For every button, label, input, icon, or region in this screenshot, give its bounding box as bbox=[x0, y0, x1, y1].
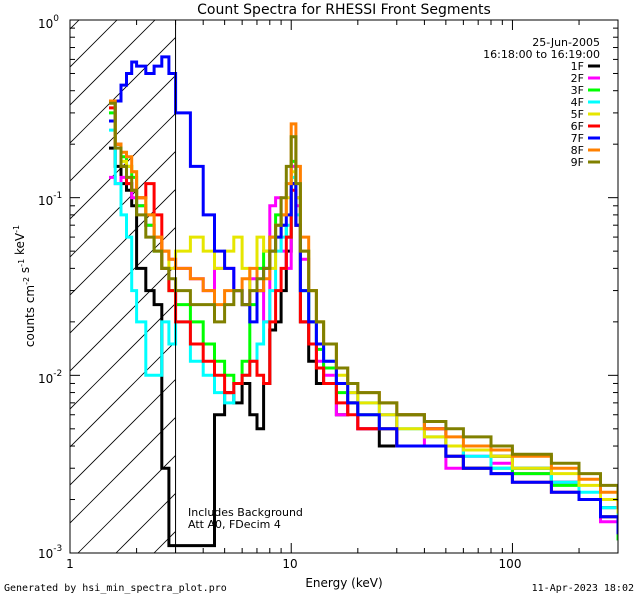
annotation-attenuator: Att A0, FDecim 4 bbox=[188, 518, 281, 531]
y-tick-label-0.01: 10-2 bbox=[38, 369, 62, 386]
hatch-line bbox=[77, 454, 176, 553]
legend-label-5F: 5F bbox=[571, 108, 584, 121]
x-tick-label-100: 100 bbox=[499, 557, 522, 571]
series-7F bbox=[109, 55, 618, 535]
legend-label-7F: 7F bbox=[571, 132, 584, 145]
svg-text:10-2: 10-2 bbox=[38, 369, 62, 386]
hatch-line bbox=[70, 416, 176, 524]
hatch-line bbox=[70, 74, 176, 182]
plot-frame bbox=[69, 19, 619, 554]
y-axis-label: counts cm-2 s-1 keV-1 bbox=[12, 225, 37, 347]
svg-text:100: 100 bbox=[38, 14, 59, 31]
hatch-line bbox=[70, 226, 176, 334]
axis-ticks bbox=[69, 19, 619, 554]
x-tick-label-10: 10 bbox=[282, 557, 297, 571]
y-tick-label-0.001: 10-3 bbox=[38, 544, 62, 561]
hatch-line bbox=[70, 188, 176, 296]
series-9F bbox=[109, 101, 618, 501]
footer-generated-by: Generated by hsi_min_spectra_plot.pro bbox=[4, 583, 227, 594]
chart-title: Count Spectra for RHESSI Front Segments bbox=[197, 2, 491, 18]
svg-text:10-3: 10-3 bbox=[38, 544, 62, 561]
series-layer bbox=[109, 55, 618, 548]
header-date: 25-Jun-2005 bbox=[532, 36, 600, 49]
y-tick-label-0.1: 10-1 bbox=[38, 191, 62, 208]
hatch-line bbox=[70, 20, 156, 106]
legend-label-1F: 1F bbox=[571, 60, 584, 73]
legend-label-9F: 9F bbox=[571, 156, 584, 169]
footer-timestamp: 11-Apr-2023 18:02 bbox=[531, 583, 634, 594]
legend-label-8F: 8F bbox=[571, 144, 584, 157]
header-time-range: 16:18:00 to 16:19:00 bbox=[483, 48, 600, 61]
legend-label-3F: 3F bbox=[571, 84, 584, 97]
annotation-background: Includes Background bbox=[188, 506, 303, 519]
hatch-line bbox=[70, 378, 176, 486]
y-tick-label-1: 100 bbox=[38, 14, 59, 31]
x-axis-label: Energy (keV) bbox=[305, 576, 382, 590]
legend-label-2F: 2F bbox=[571, 72, 584, 85]
svg-text:10-1: 10-1 bbox=[38, 191, 62, 208]
x-tick-label-1: 1 bbox=[66, 557, 74, 571]
legend-label-4F: 4F bbox=[571, 96, 584, 109]
legend-label-6F: 6F bbox=[571, 120, 584, 133]
